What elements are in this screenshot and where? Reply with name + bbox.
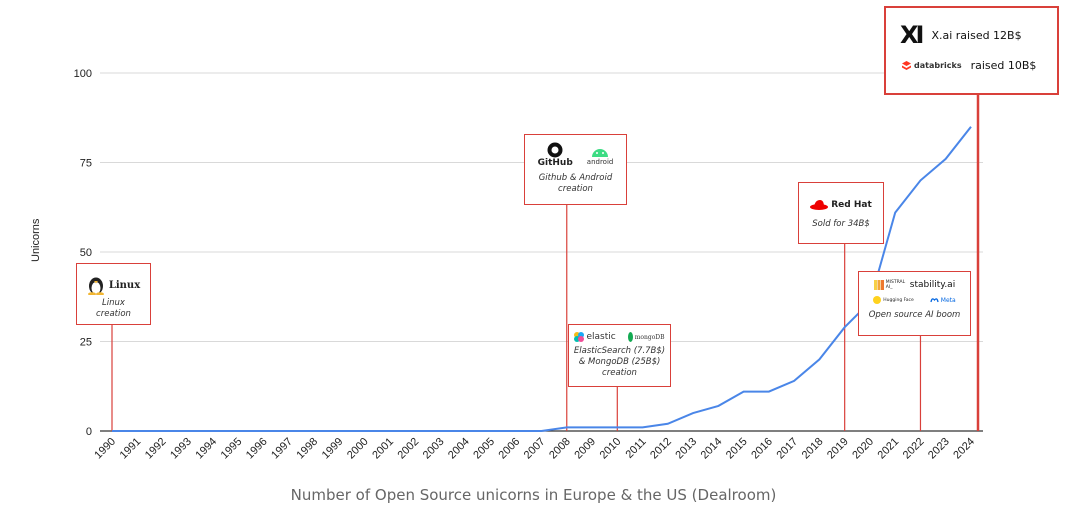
x-tick-label: 2003 (421, 436, 447, 462)
ai-caption: Open source AI boom (868, 310, 961, 320)
x-tick-label: 1992 (143, 436, 169, 462)
x-tick-label: 2012 (648, 436, 674, 462)
x-tick-label: 2001 (370, 436, 396, 462)
mongodb-logo-text: mongoDB (634, 333, 665, 341)
x-tick-label: 1990 (92, 436, 118, 462)
redhat-caption: Sold for 34B$ (812, 219, 870, 229)
y-tick-label: 25 (80, 337, 92, 349)
x-tick-label: 2008 (547, 436, 573, 462)
hugging-face-logo-text: Hugging Face (883, 297, 914, 303)
x-ticks: 1990 1991 1992 1993 1994 1995 1996 1997 1998 1999… (92, 436, 977, 462)
x-tick-label: 2024 (951, 436, 977, 462)
mistral-icon (873, 280, 884, 290)
x-tick-label: 2002 (395, 436, 421, 462)
x-tick-label: 2021 (876, 436, 902, 462)
x-tick-label: 2007 (522, 436, 548, 462)
x-tick-label: 1993 (168, 436, 194, 462)
hugging-face-icon (873, 296, 882, 304)
y-tick-label: 75 (80, 158, 92, 170)
gridlines (100, 72, 983, 432)
databricks-logo-text: databricks (914, 61, 962, 70)
x-tick-label: 2009 (572, 436, 598, 462)
meta-logo-text: Meta (940, 296, 956, 304)
annotation-leaders (111, 95, 980, 431)
android-logo-text: android (586, 158, 614, 166)
github-logo-text: GitHub (537, 158, 573, 168)
databricks-icon (902, 61, 911, 70)
github-caption-2: creation (558, 184, 593, 194)
x-tick-label: 2022 (901, 436, 927, 462)
y-ticks: 0 25 50 75 100 (74, 68, 92, 438)
x-tick-label: 2005 (471, 436, 497, 462)
x-tick-label: 2015 (724, 436, 750, 462)
github-icon (547, 142, 563, 158)
x-tick-label: 1996 (244, 436, 270, 462)
annotation-github-android: GitHub android Github & Android creation (524, 134, 627, 205)
x-tick-label: 1999 (320, 436, 346, 462)
redhat-logo-text: Red Hat (831, 199, 872, 210)
y-axis-label: Unicorns (30, 218, 42, 262)
github-caption-1: Github & Android (538, 173, 613, 183)
linux-caption-2: creation (96, 309, 131, 319)
x-tick-label: 2017 (774, 436, 800, 462)
x-tick-label: 2010 (598, 436, 624, 462)
series-line (112, 126, 972, 432)
x-tick-label: 2020 (850, 436, 876, 462)
annotation-linux: Linux Linux creation (76, 263, 151, 325)
tux-icon (87, 277, 104, 295)
x-tick-label: 2011 (623, 436, 648, 461)
x-tick-label: 2019 (825, 436, 851, 462)
elastic-logo-text: elastic (586, 332, 616, 342)
stability-logo-text: stability.ai (909, 280, 956, 290)
xai-text: X.ai raised 12B$ (931, 28, 1022, 42)
linux-logo-text: Linux (108, 279, 141, 291)
chart-title: Number of Open Source unicorns in Europe… (290, 486, 777, 504)
x-tick-label: 2023 (926, 436, 952, 462)
elastic-icon (574, 332, 585, 342)
elastic-caption-3: creation (602, 368, 637, 378)
mongodb-icon (627, 332, 633, 342)
x-tick-label: 2018 (800, 436, 826, 462)
x-tick-label: 2016 (749, 436, 775, 462)
y-tick-label: 0 (86, 426, 92, 438)
meta-icon (930, 298, 939, 303)
x-tick-label: 2004 (446, 436, 472, 462)
x-tick-label: 2014 (699, 436, 725, 462)
redhat-icon (810, 200, 829, 210)
x-tick-label: 2006 (497, 436, 523, 462)
xai-logo: XI (900, 21, 925, 49)
x-tick-label: 2000 (345, 436, 371, 462)
annotation-raises: XI X.ai raised 12B$ databricks raised 10… (884, 6, 1059, 95)
y-tick-label: 100 (74, 68, 92, 80)
x-tick-label: 1991 (118, 436, 144, 462)
mistral-logo-text: MISTRAL AI_ (885, 280, 906, 290)
y-tick-label: 50 (80, 247, 92, 259)
android-icon (592, 149, 609, 157)
x-tick-label: 1997 (269, 436, 295, 462)
elastic-caption-1: ElasticSearch (7.7B$) (573, 346, 666, 356)
linux-caption-1: Linux (102, 298, 125, 308)
annotation-redhat: Red Hat Sold for 34B$ (798, 182, 884, 244)
x-tick-label: 1994 (193, 436, 219, 462)
elastic-caption-2: & MongoDB (25B$) (578, 357, 661, 367)
annotation-ai-boom: MISTRAL AI_ stability.ai Hugging Face Me… (858, 271, 971, 336)
x-tick-label: 1995 (219, 436, 245, 462)
annotation-elastic-mongodb: elastic mongoDB ElasticSearch (7.7B$) & … (568, 324, 671, 387)
databricks-text: raised 10B$ (970, 59, 1037, 72)
x-tick-label: 2013 (673, 436, 699, 462)
x-tick-label: 1998 (294, 436, 320, 462)
